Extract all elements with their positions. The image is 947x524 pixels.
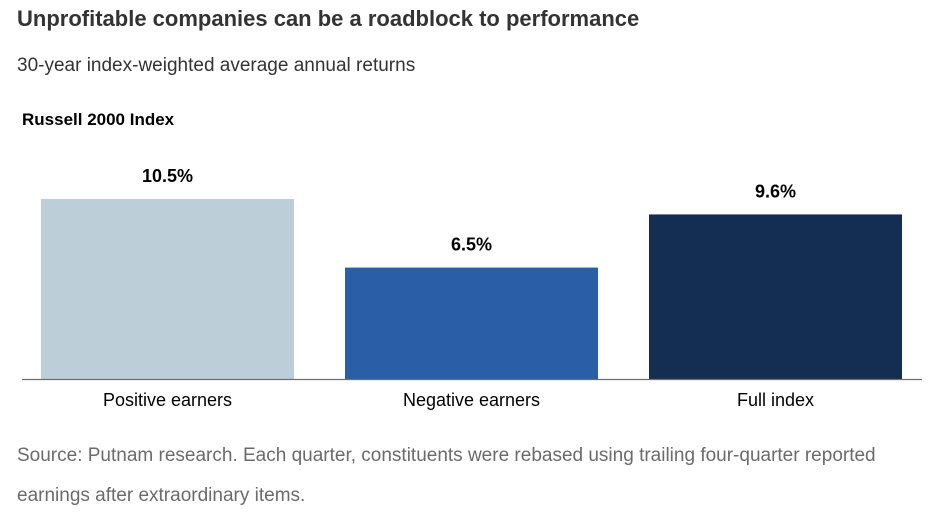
- bar-full-index: [649, 214, 902, 379]
- chart-headline: Unprofitable companies can be a roadbloc…: [17, 6, 640, 31]
- category-label-negative-earners: Negative earners: [403, 390, 540, 410]
- bar-negative-earners: [345, 267, 598, 379]
- value-label-negative-earners: 6.5%: [451, 235, 492, 255]
- value-label-full-index: 9.6%: [755, 181, 796, 201]
- chart-title: Russell 2000 Index: [22, 110, 175, 129]
- bar-positive-earners: [41, 199, 294, 379]
- chart-subtitle: 30-year index-weighted average annual re…: [17, 55, 416, 76]
- source-note: Source: Putnam research. Each quarter, c…: [17, 445, 876, 506]
- value-label-positive-earners: 10.5%: [142, 166, 193, 186]
- bar-chart: 10.5% Positive earners 6.5% Negative earner…: [22, 166, 922, 410]
- category-label-full-index: Full index: [737, 390, 814, 410]
- category-label-positive-earners: Positive earners: [103, 390, 232, 410]
